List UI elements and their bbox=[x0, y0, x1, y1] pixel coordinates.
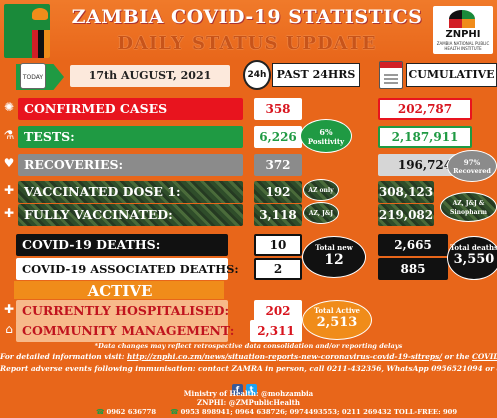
report-date: 17th AUGUST, 2021 bbox=[70, 65, 230, 87]
recovered-badge: 97% Recovered bbox=[447, 150, 497, 182]
total-new-deaths-badge: Total new 12 bbox=[302, 236, 366, 278]
calendar-icon bbox=[379, 61, 403, 89]
total-active-value: 2,513 bbox=[316, 315, 358, 330]
deaths-label: COVID-19 DEATHS: bbox=[16, 234, 228, 256]
recovery-icon: ♥ bbox=[3, 156, 15, 170]
assoc-deaths-label: COVID-19 ASSOCIATED DEATHS: bbox=[16, 258, 239, 280]
dose1-past: 192 bbox=[254, 181, 302, 203]
recovered-label: Recovered bbox=[453, 167, 491, 175]
confirmed-cumulative: 202,787 bbox=[378, 98, 472, 120]
recoveries-past: 372 bbox=[254, 154, 302, 176]
dose1-past-note: AZ only bbox=[303, 179, 339, 201]
facebook-icon[interactable]: f bbox=[232, 384, 243, 395]
znphi-handle: ZNPHI: @ZMPublicHealth bbox=[197, 398, 300, 407]
info-prefix: For detailed information visit: bbox=[0, 352, 128, 361]
recoveries-label: RECOVERIES: bbox=[18, 154, 243, 176]
info-mid: or the bbox=[441, 352, 472, 361]
community-value: 2,311 bbox=[250, 320, 302, 342]
assoc-deaths-past: 2 bbox=[254, 258, 302, 280]
page-subtitle: DAILY STATUS UPDATE bbox=[117, 33, 377, 54]
phone-number: 0953 898941; 0964 638726; 0974493553; 02… bbox=[170, 408, 458, 416]
total-new-value: 12 bbox=[324, 252, 344, 268]
past-24hrs-header: PAST 24HRS bbox=[272, 63, 360, 87]
clock-icon: 24h bbox=[243, 60, 271, 90]
phone-number: 0962 636778 bbox=[96, 408, 156, 416]
info-line: For detailed information visit: http://z… bbox=[0, 352, 497, 361]
logo-name: ZNPHI bbox=[445, 29, 481, 40]
znphi-mark-icon bbox=[449, 10, 475, 28]
full-vax-label: FULLY VACCINATED: bbox=[18, 204, 243, 226]
tests-label: TESTS: bbox=[18, 126, 243, 148]
twitter-icon[interactable]: t bbox=[246, 384, 257, 395]
full-vax-past: 3,118 bbox=[254, 204, 302, 226]
hospital-icon: ✚ bbox=[3, 302, 15, 316]
community-label: COMMUNITY MANAGEMENT: bbox=[16, 320, 234, 342]
confirmed-label: CONFIRMED CASES bbox=[18, 98, 243, 120]
cumulative-header: CUMULATIVE bbox=[406, 63, 497, 87]
total-deaths-label: Total deaths bbox=[449, 243, 497, 252]
total-deaths-value: 3,550 bbox=[453, 252, 495, 267]
phone-numbers: 0962 636778 0953 898941; 0964 638726; 097… bbox=[0, 408, 497, 418]
report-adverse-events: Report adverse events following immunisa… bbox=[0, 364, 497, 373]
test-tube-icon: ⚗ bbox=[3, 128, 15, 142]
total-new-label: Total new bbox=[315, 243, 353, 252]
ministry-handle: Ministry of Health: @mohzambia bbox=[183, 389, 314, 398]
active-cases-bar bbox=[14, 281, 224, 299]
total-deaths-badge: Total deaths 3,550 bbox=[447, 236, 497, 280]
positivity-value: 6% bbox=[319, 127, 333, 137]
positivity-label: Positivity bbox=[307, 137, 345, 146]
sitreps-link[interactable]: http://znphi.co.zm/news/situation-report… bbox=[127, 352, 442, 361]
dose1-label: VACCINATED DOSE 1: bbox=[18, 181, 243, 203]
full-vax-cum-note: AZ, J&J & Sinopharm bbox=[440, 192, 497, 222]
tests-cumulative: 2,187,911 bbox=[378, 126, 472, 148]
recovered-pct: 97% bbox=[463, 158, 481, 167]
total-active-label: Total Active bbox=[313, 306, 361, 315]
confirmed-past: 358 bbox=[254, 98, 302, 120]
syringe-icon: ✚ bbox=[3, 206, 15, 220]
community-icon: ⌂ bbox=[5, 322, 13, 336]
page-title: ZAMBIA COVID-19 STATISTICS bbox=[71, 6, 423, 28]
full-vax-past-note: AZ, J&J bbox=[303, 202, 339, 224]
deaths-past: 10 bbox=[254, 234, 302, 256]
deaths-cumulative: 2,665 bbox=[378, 234, 448, 256]
assoc-deaths-cumulative: 885 bbox=[378, 258, 448, 280]
logo-subtitle: ZAMBIA NATIONAL PUBLIC HEALTH INSTITUTE bbox=[436, 41, 490, 51]
znphi-logo: ZNPHI ZAMBIA NATIONAL PUBLIC HEALTH INST… bbox=[433, 6, 493, 54]
hospitalised-label: CURRENTLY HOSPITALISED: bbox=[16, 300, 229, 322]
positivity-badge: 6% Positivity bbox=[300, 119, 352, 153]
full-vax-cumulative: 219,082 bbox=[378, 204, 434, 226]
data-disclaimer: *Data changes may reflect retrospective … bbox=[94, 342, 403, 350]
syringe-icon: ✚ bbox=[3, 183, 15, 197]
header-background bbox=[0, 0, 497, 62]
dose1-cumulative: 308,123 bbox=[378, 181, 434, 203]
dashboard-link[interactable]: COVID-19 dashboard bbox=[471, 352, 497, 361]
tests-past: 6,226 bbox=[254, 126, 302, 148]
virus-icon: ✺ bbox=[3, 100, 15, 114]
total-active-badge: Total Active 2,513 bbox=[302, 300, 372, 340]
hospitalised-value: 202 bbox=[254, 300, 302, 322]
calendar-today-icon: TODAY bbox=[20, 63, 46, 89]
zambia-flag-icon bbox=[4, 4, 50, 58]
